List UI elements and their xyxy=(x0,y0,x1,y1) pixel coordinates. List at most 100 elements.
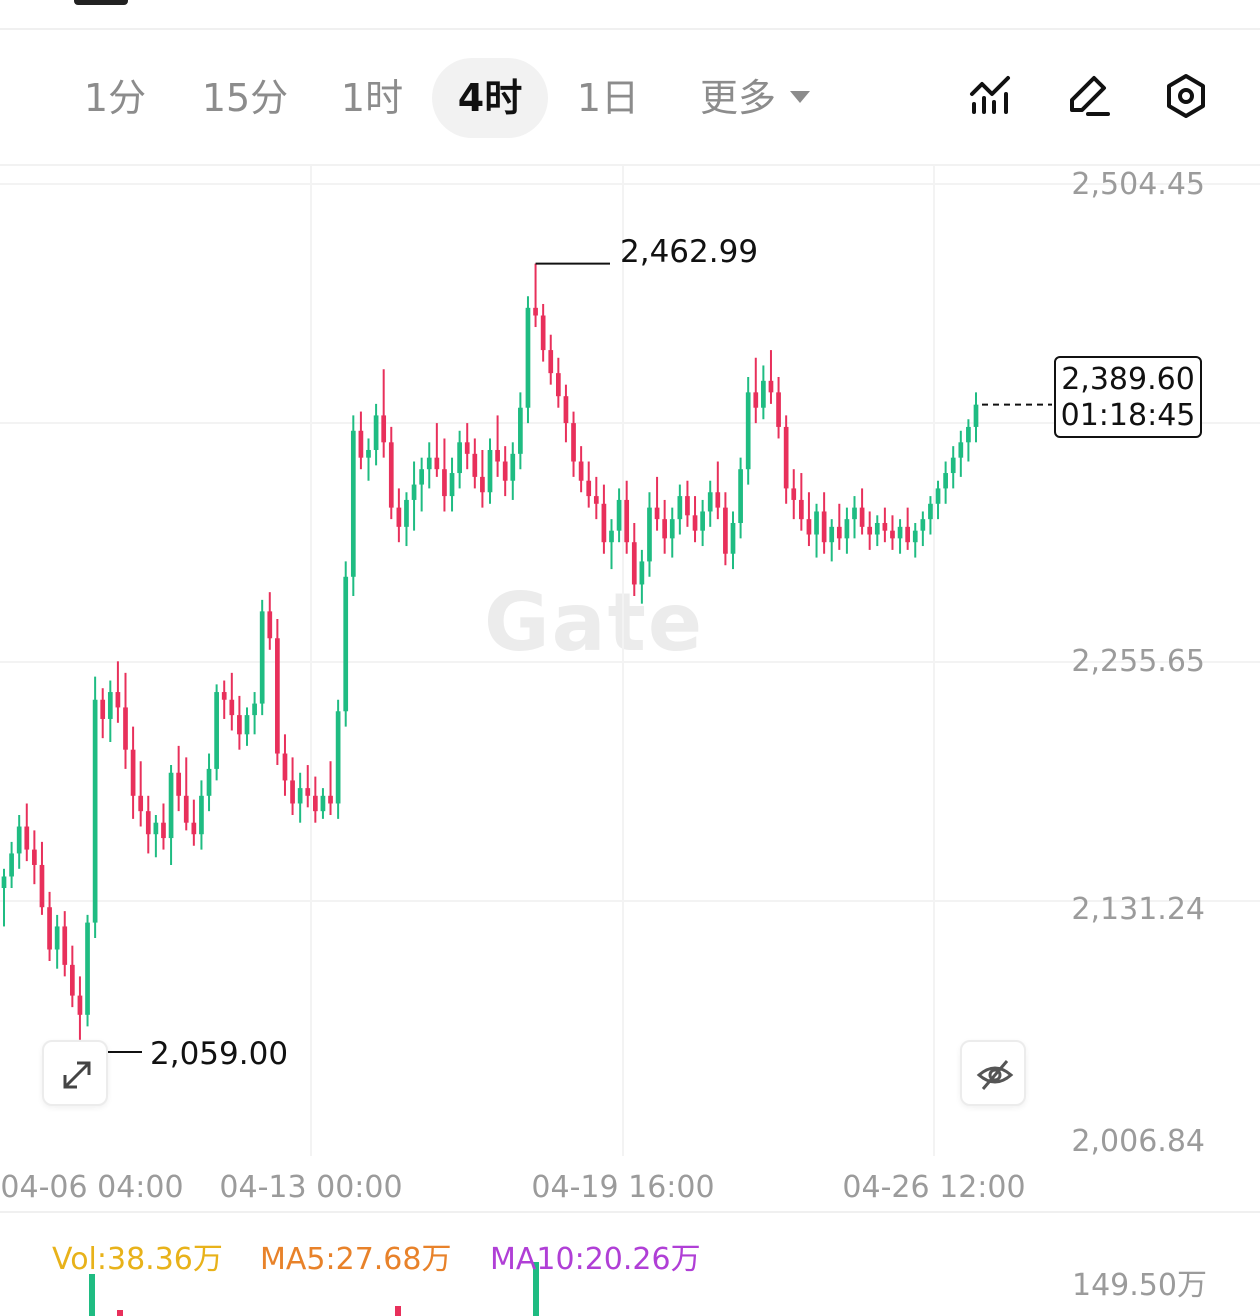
candle-body xyxy=(814,511,819,535)
candle-body xyxy=(199,795,204,835)
high-marker-label: 2,462.99 xyxy=(620,234,758,270)
indicator-icon[interactable] xyxy=(966,72,1014,120)
candle-body xyxy=(85,922,90,1015)
candle-body xyxy=(723,507,728,554)
candle-body xyxy=(138,795,144,812)
chevron-down-icon xyxy=(790,90,810,103)
candle-body xyxy=(950,457,956,474)
candle-body xyxy=(495,449,500,462)
candle-body xyxy=(419,469,425,485)
candle-body xyxy=(449,473,455,497)
candle-body xyxy=(836,526,842,539)
watermark-logo: Gate xyxy=(484,576,705,669)
candle-body xyxy=(335,711,341,804)
candle-body xyxy=(593,496,599,504)
candle-body xyxy=(571,423,576,462)
candle-body xyxy=(548,350,554,374)
candle-body xyxy=(47,907,52,950)
volume-bar xyxy=(533,1262,539,1316)
candle-body xyxy=(540,315,546,351)
candle-body xyxy=(738,469,743,523)
candle-body xyxy=(442,469,447,497)
candle-body xyxy=(776,392,781,427)
expand-arrows-icon xyxy=(63,1061,91,1089)
candle-body xyxy=(92,699,98,923)
fullscreen-button[interactable] xyxy=(42,1040,108,1106)
candle-body xyxy=(9,853,14,877)
draw-pen-icon[interactable] xyxy=(1064,72,1112,120)
candle-body xyxy=(806,519,812,535)
tab-15m[interactable]: 15分 xyxy=(201,76,289,120)
ma10-legend: MA10:20.26万 xyxy=(490,1242,701,1277)
candle-body xyxy=(707,492,713,512)
candle-body xyxy=(745,392,751,470)
candle-body xyxy=(388,442,394,508)
candle-body xyxy=(867,526,873,535)
candle-body xyxy=(844,519,850,539)
candle-body xyxy=(761,380,766,408)
ma5-legend: MA5:27.68万 xyxy=(260,1242,452,1277)
candle-body xyxy=(912,530,918,543)
candle-body xyxy=(533,307,538,316)
candle-body xyxy=(153,822,159,835)
candle-body xyxy=(768,380,774,393)
candles-group xyxy=(1,263,979,1040)
candle-body xyxy=(229,699,235,716)
candle-body xyxy=(966,426,971,443)
candle-body xyxy=(54,926,60,950)
vol-legend: Vol:38.36万 xyxy=(52,1242,223,1277)
candle-body xyxy=(905,526,911,543)
volume-bars xyxy=(89,1262,539,1316)
candle-body xyxy=(426,457,432,470)
candle-body xyxy=(647,507,652,562)
candle-body xyxy=(928,503,933,520)
settings-gear-icon[interactable] xyxy=(1162,72,1210,120)
candle-body xyxy=(358,430,364,458)
top-strip-handle xyxy=(74,0,128,5)
candle-body xyxy=(305,788,311,796)
candle-body xyxy=(487,449,493,493)
candle-body xyxy=(206,768,212,796)
candle-body xyxy=(890,530,895,539)
candle-body xyxy=(798,499,804,520)
chart-area[interactable]: Gate 2,462.99 2,059.00 2,504.45 2,255.65… xyxy=(0,164,1260,1316)
candle-body xyxy=(237,715,242,735)
candlestick-chart[interactable]: 2,462.99 2,059.00 2,504.45 2,255.65 2,13… xyxy=(0,166,1260,1316)
candle-body xyxy=(859,507,865,527)
current-price: 2,389.60 xyxy=(1061,362,1195,397)
candle-body xyxy=(221,692,227,700)
volume-bar xyxy=(89,1274,95,1316)
chart-toolbar: 1分 15分 1时 4时 1日 更多 xyxy=(0,30,1260,164)
candle-body xyxy=(328,795,333,804)
candle-body xyxy=(366,449,371,458)
candle-body xyxy=(396,507,402,527)
candle-body xyxy=(874,522,880,535)
candle-body xyxy=(510,453,516,481)
candle-body xyxy=(943,473,948,489)
tab-1h[interactable]: 1时 xyxy=(340,76,404,120)
candle-body xyxy=(381,415,387,443)
candle-body xyxy=(464,442,470,454)
candle-body xyxy=(312,795,318,812)
candle-body xyxy=(24,826,30,850)
tab-more-dropdown[interactable]: 更多 xyxy=(680,58,830,138)
candle-body xyxy=(145,811,151,835)
price-axis-label: 2,504.45 xyxy=(1071,167,1205,202)
candle-body xyxy=(39,864,45,908)
price-axis-label: 2,131.24 xyxy=(1071,892,1205,927)
chart-grid xyxy=(0,166,1260,1156)
candle-body xyxy=(183,795,189,823)
candle-countdown: 01:18:45 xyxy=(1060,398,1196,433)
candle-body xyxy=(616,499,622,531)
tab-1m[interactable]: 1分 xyxy=(83,76,147,120)
candle-body xyxy=(935,488,941,504)
candle-body xyxy=(753,392,759,408)
candle-body xyxy=(601,503,607,543)
tab-1d[interactable]: 1日 xyxy=(576,76,640,120)
time-axis-label: 04-13 00:00 xyxy=(219,1170,402,1205)
hide-indicators-button[interactable] xyxy=(960,1040,1026,1106)
candle-body xyxy=(730,522,736,554)
tab-4h[interactable]: 4时 xyxy=(432,58,548,138)
candle-body xyxy=(62,926,68,965)
candle-body xyxy=(457,442,462,474)
